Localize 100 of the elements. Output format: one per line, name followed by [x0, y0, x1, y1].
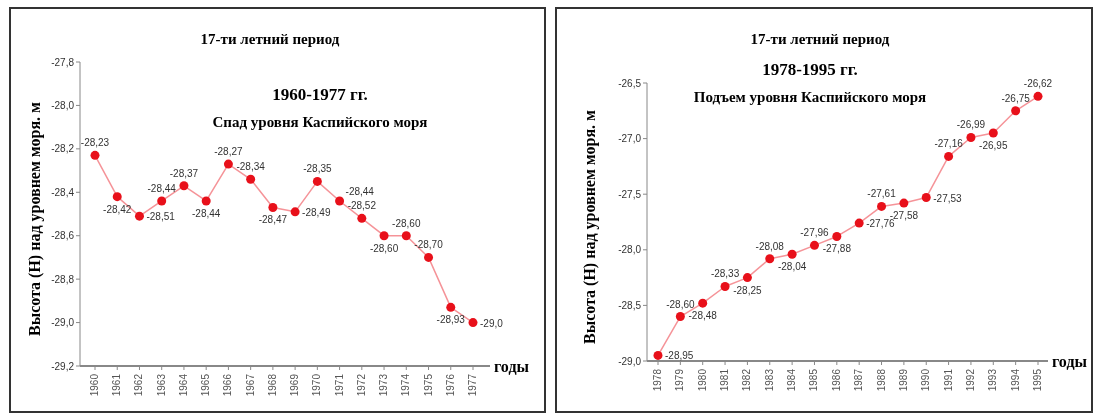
x-axis-title: годы — [1052, 353, 1088, 370]
x-tick-label: 1985 — [808, 368, 820, 392]
point — [787, 249, 797, 259]
data-label: -27,96 — [800, 227, 830, 239]
point — [268, 202, 278, 212]
x-tick-label: 1983 — [763, 368, 775, 392]
y-tick-label: -28,8 — [51, 273, 75, 285]
x-tick-label: 1961 — [111, 373, 123, 397]
point — [401, 231, 411, 241]
point — [720, 282, 730, 291]
point — [157, 196, 167, 206]
data-label: -28,52 — [347, 200, 377, 212]
point — [223, 159, 233, 169]
data-label: -28,70 — [414, 239, 444, 251]
point — [379, 231, 389, 241]
point — [653, 350, 663, 360]
data-label: -28,95 — [665, 350, 694, 362]
x-tick-label: 1960 — [89, 373, 100, 397]
y-tick-label: -28,0 — [51, 99, 75, 111]
data-label: -28,44 — [147, 182, 177, 194]
data-label: -28,23 — [80, 137, 110, 149]
data-label: -27,88 — [822, 243, 852, 255]
point — [742, 273, 752, 283]
point — [424, 252, 434, 262]
x-axis-title: годы — [494, 358, 530, 375]
point — [179, 181, 189, 191]
y-tick-label: -27,0 — [618, 133, 642, 145]
x-tick-label: 1966 — [222, 373, 234, 397]
point — [899, 198, 909, 208]
x-tick-label: 1978 — [652, 368, 663, 392]
data-label: -28,48 — [688, 310, 718, 322]
x-tick-label: 1988 — [875, 368, 887, 392]
data-label: -28,35 — [303, 163, 332, 175]
point — [290, 207, 300, 217]
y-tick-label: -27,8 — [51, 56, 75, 68]
data-label: -28,49 — [302, 206, 331, 218]
x-tick-label: 1980 — [696, 368, 708, 392]
y-axis-title: Высота (Н) над уровнем моря. м — [26, 101, 44, 337]
y-tick-label: -28,6 — [51, 230, 75, 242]
x-tick-label: 1982 — [741, 368, 753, 392]
x-tick-label: 1975 — [422, 373, 434, 397]
data-label: -28,60 — [392, 217, 421, 229]
x-tick-label: 1964 — [177, 373, 189, 397]
x-tick-label: 1965 — [200, 373, 212, 397]
chart-subtitle: 1978-1995 гг. Подъем уровня Каспийского моря — [693, 60, 927, 105]
data-label: -28,60 — [666, 298, 695, 310]
data-label: -28,27 — [214, 146, 244, 158]
point — [335, 196, 345, 206]
y-axis-title: Высота (Н) над уровнем моря. м — [581, 109, 599, 345]
point — [765, 254, 775, 264]
point — [201, 196, 211, 206]
y-tick-label: -29,0 — [51, 317, 75, 329]
x-tick-label: 1973 — [378, 373, 390, 397]
data-label: -28,60 — [369, 242, 399, 254]
data-label: -27,61 — [867, 188, 897, 200]
point — [966, 132, 976, 142]
x-tick-label: 1971 — [333, 373, 345, 397]
x-tick-label: 1986 — [830, 368, 842, 392]
point — [357, 213, 367, 223]
point — [988, 128, 998, 138]
x-tick-label: 1962 — [133, 373, 145, 397]
point — [675, 312, 685, 322]
point — [698, 298, 708, 308]
data-label: -28,33 — [710, 268, 740, 280]
point — [446, 302, 456, 312]
x-tick-label: 1981 — [719, 368, 731, 392]
data-label: -26,75 — [1001, 92, 1031, 104]
data-label: -26,62 — [1023, 78, 1053, 90]
x-tick-label: 1991 — [942, 368, 954, 392]
data-label: -28,34 — [236, 161, 266, 173]
x-tick-label: 1987 — [853, 368, 865, 392]
point — [877, 201, 887, 211]
data-label: -28,04 — [777, 261, 807, 273]
y-tick-label: -29,2 — [51, 360, 75, 372]
x-tick-label: 1994 — [1009, 368, 1021, 392]
point — [854, 218, 864, 228]
data-label: -26,95 — [979, 140, 1008, 152]
x-tick-label: 1989 — [897, 368, 909, 392]
y-tick-label: -28,5 — [618, 299, 642, 311]
x-tick-label: 1977 — [467, 373, 478, 397]
x-tick-label: 1967 — [244, 373, 256, 397]
x-tick-label: 1968 — [266, 373, 278, 397]
data-label: -28,25 — [733, 284, 763, 296]
point — [468, 318, 478, 328]
data-label: -28,51 — [146, 211, 176, 223]
data-label: -28,08 — [755, 240, 785, 252]
x-tick-label: 1995 — [1032, 368, 1043, 392]
chart-title: 17-ти летний период — [750, 31, 890, 47]
x-tick-label: 1984 — [786, 368, 798, 392]
y-tick-label: -27,5 — [618, 188, 642, 200]
x-tick-label: 1972 — [355, 373, 367, 397]
x-tick-label: 1992 — [964, 368, 976, 392]
data-label: -28,37 — [169, 167, 199, 179]
data-label: -29,0 — [480, 317, 504, 329]
y-tick-label: -28,0 — [618, 244, 642, 256]
data-label: -26,99 — [956, 119, 986, 131]
y-tick-label: -26,5 — [618, 77, 642, 89]
x-tick-label: 1979 — [674, 368, 686, 392]
text: 1960-1977 гг. Спад уровня Каспийского моря — [212, 85, 428, 130]
point — [944, 151, 954, 161]
